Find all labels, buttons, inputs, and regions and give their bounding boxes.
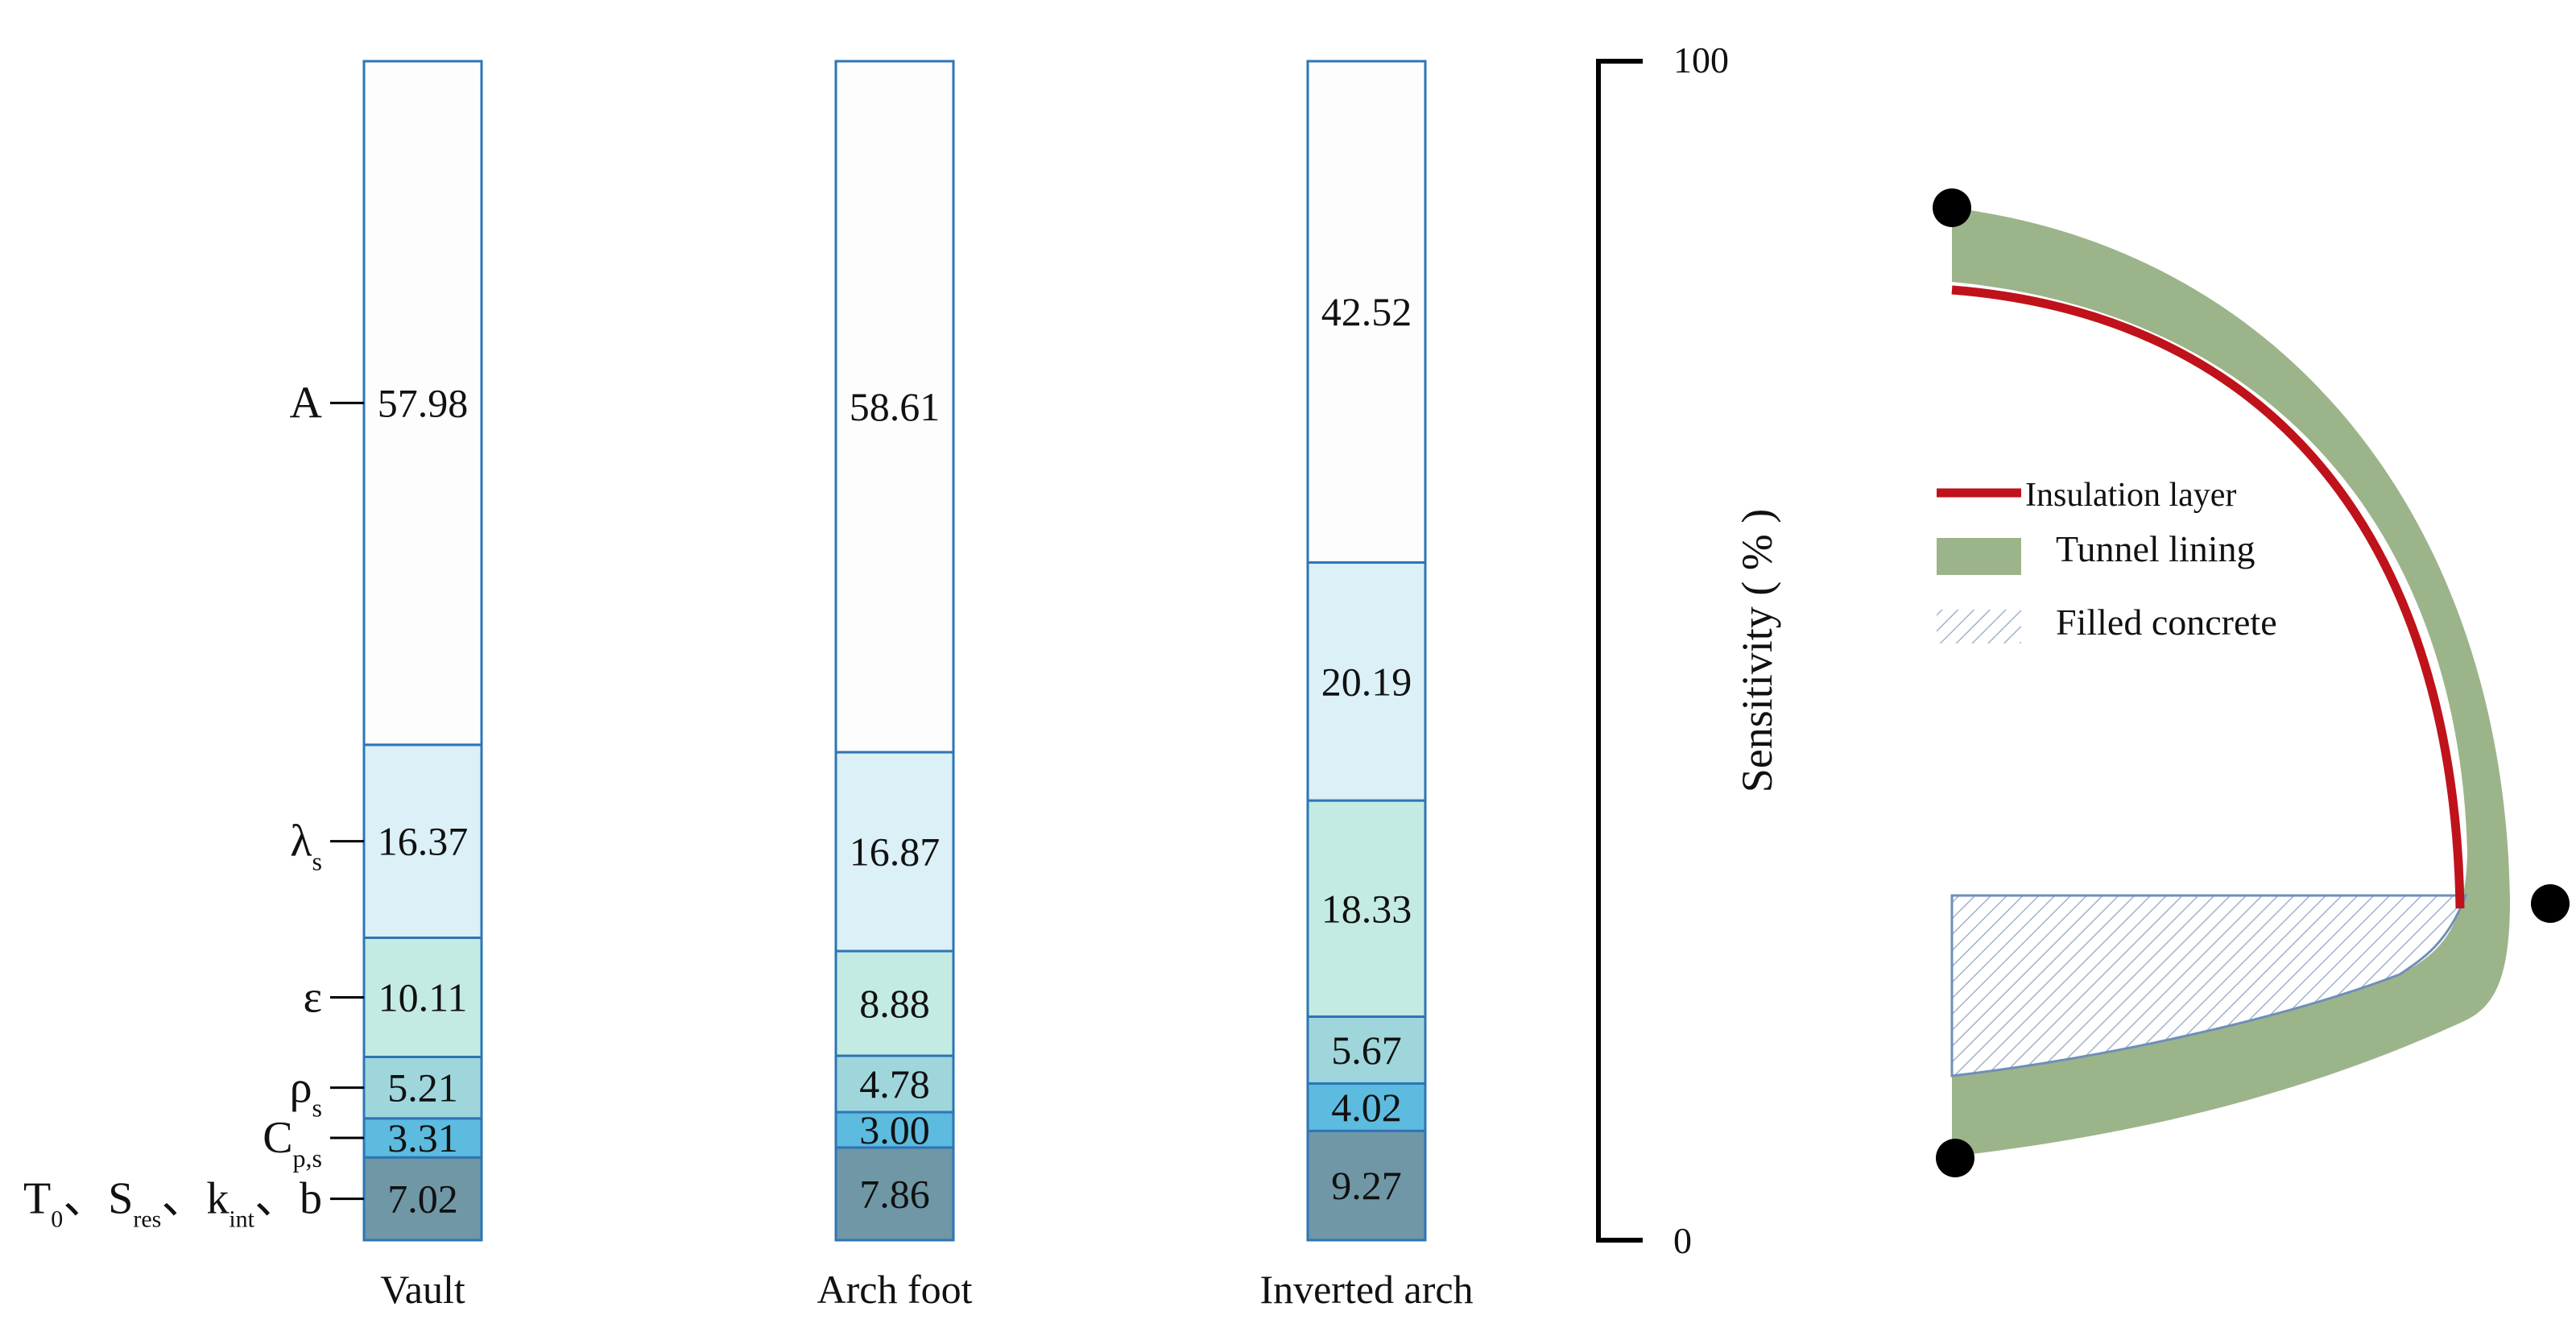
legend-concrete-swatch — [1937, 610, 2021, 643]
percent-axis-top-label: 100 — [1673, 39, 1729, 81]
legend-insulation-label: Insulation layer — [2025, 477, 2236, 514]
support-point-right — [2531, 884, 2570, 923]
bar-segment — [1306, 560, 1427, 802]
series-label: T0、Sres、kint、b — [23, 1174, 322, 1233]
series-label: ε — [303, 972, 322, 1022]
data-label: 18.33 — [1321, 886, 1412, 931]
percent-axis-bottom-label: 0 — [1673, 1220, 1692, 1261]
bar-segment — [1306, 60, 1427, 564]
insulation-layer-line — [1951, 285, 2465, 909]
data-label: 3.00 — [859, 1107, 930, 1152]
series-label: A — [290, 378, 323, 428]
bar-segment — [834, 949, 955, 1057]
data-label: 7.86 — [859, 1171, 930, 1216]
data-label: 8.88 — [859, 981, 930, 1026]
filled-concrete-shape — [1950, 894, 2468, 1077]
series-label: ρs — [290, 1063, 322, 1123]
bar-segment — [362, 60, 483, 747]
bar-segment — [362, 1117, 483, 1159]
bar-segment — [834, 751, 955, 953]
category-label: Vault — [380, 1267, 465, 1312]
bar-outline — [362, 60, 483, 1242]
data-label: 16.37 — [378, 819, 469, 864]
legend-lining-label: Tunnel lining — [2056, 528, 2256, 569]
data-label: 7.02 — [387, 1177, 458, 1222]
bar-outline — [834, 60, 955, 1242]
diagram-legend: Insulation layer Tunnel lining Filled co… — [1937, 477, 2277, 643]
data-label: 5.67 — [1331, 1028, 1402, 1073]
bar-outline — [1306, 60, 1427, 1242]
data-label: 20.19 — [1321, 659, 1412, 704]
support-point-top — [1933, 188, 1971, 227]
bar-segment — [1306, 1082, 1427, 1132]
data-label: 42.52 — [1321, 289, 1412, 334]
series-label: Cp,s — [263, 1113, 322, 1173]
percent-axis-title: Sensitivity ( % ) — [1733, 509, 1781, 792]
data-label: 10.11 — [378, 974, 468, 1020]
data-label: 16.87 — [850, 829, 941, 875]
data-label: 5.21 — [387, 1065, 458, 1111]
legend-lining-swatch — [1937, 538, 2021, 575]
stacked-bars: 7.02 3.315.21 10.11 16.37 57.98 7.86 3.004.78 8… — [362, 60, 1427, 1242]
data-label: 3.31 — [387, 1115, 458, 1160]
bar-segment — [834, 60, 955, 754]
data-label: 4.78 — [859, 1061, 930, 1106]
data-label: 4.02 — [1331, 1085, 1402, 1130]
bar-segment — [362, 743, 483, 939]
bar-segment — [1306, 1015, 1427, 1085]
data-label: 57.98 — [378, 380, 469, 425]
category-labels: Vault Arch foot Inverted arch — [380, 1267, 1473, 1312]
support-point-bottom — [1936, 1139, 1974, 1177]
series-labels: T0、Sres、kint、bCp,sρs ε λs A — [23, 378, 364, 1232]
data-label: 9.27 — [1331, 1163, 1402, 1208]
percent-axis: 100 0 Sensitivity ( % ) — [1596, 39, 1781, 1261]
tunnel-diagram: Insulation layer Tunnel lining Filled co… — [1933, 188, 2570, 1177]
bar-segment — [1306, 799, 1427, 1018]
category-label: Inverted arch — [1259, 1267, 1473, 1312]
data-label: 58.61 — [850, 384, 941, 429]
legend-concrete-label: Filled concrete — [2056, 602, 2277, 643]
category-label: Arch foot — [817, 1267, 973, 1312]
series-label: λs — [290, 817, 322, 876]
bar-segment — [834, 1054, 955, 1114]
